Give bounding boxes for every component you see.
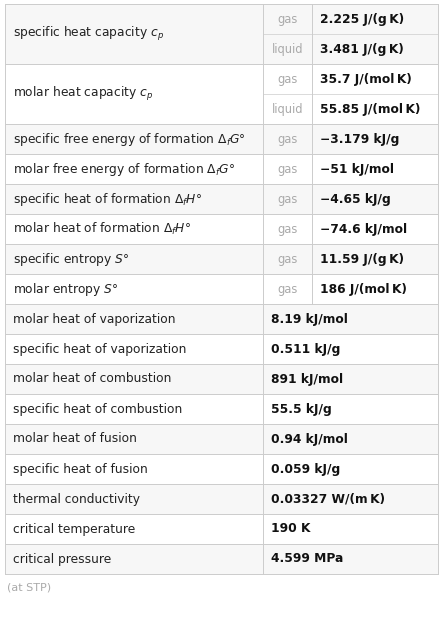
Text: liquid: liquid [272, 43, 303, 55]
Text: liquid: liquid [272, 103, 303, 115]
Bar [5, 514, 438, 544]
Text: gas: gas [277, 13, 298, 25]
Bar [5, 394, 438, 424]
Text: molar free energy of formation $\Delta_f G°$: molar free energy of formation $\Delta_f… [13, 161, 235, 178]
Text: −74.6 kJ/mol: −74.6 kJ/mol [320, 222, 408, 236]
Text: −4.65 kJ/g: −4.65 kJ/g [320, 192, 391, 206]
Bar [5, 334, 438, 364]
Bar [5, 274, 438, 304]
Text: gas: gas [277, 222, 298, 236]
Text: thermal conductivity: thermal conductivity [13, 492, 140, 506]
Text: 35.7 J/(mol K): 35.7 J/(mol K) [320, 73, 412, 85]
Bar [5, 124, 438, 154]
Text: specific heat of fusion: specific heat of fusion [13, 462, 148, 475]
Text: 4.599 MPa: 4.599 MPa [271, 552, 343, 566]
Text: molar heat of vaporization: molar heat of vaporization [13, 313, 175, 326]
Text: −51 kJ/mol: −51 kJ/mol [320, 162, 394, 176]
Text: 2.225 J/(g K): 2.225 J/(g K) [320, 13, 404, 25]
Text: gas: gas [277, 73, 298, 85]
Bar [5, 364, 438, 394]
Text: specific heat of vaporization: specific heat of vaporization [13, 343, 187, 355]
Bar [5, 214, 438, 244]
Text: molar entropy $S°$: molar entropy $S°$ [13, 280, 118, 297]
Text: 3.481 J/(g K): 3.481 J/(g K) [320, 43, 404, 55]
Bar [5, 484, 438, 514]
Text: 190 K: 190 K [271, 522, 310, 536]
Text: 0.94 kJ/mol: 0.94 kJ/mol [271, 433, 347, 445]
Text: specific free energy of formation $\Delta_f G°$: specific free energy of formation $\Delt… [13, 131, 246, 148]
Text: gas: gas [277, 282, 298, 296]
Text: −3.179 kJ/g: −3.179 kJ/g [320, 132, 400, 145]
Text: 186 J/(mol K): 186 J/(mol K) [320, 282, 407, 296]
Bar [5, 4, 438, 64]
Bar [5, 304, 438, 334]
Text: specific heat of formation $\Delta_f H°$: specific heat of formation $\Delta_f H°$ [13, 190, 202, 208]
Bar [5, 544, 438, 574]
Text: molar heat of fusion: molar heat of fusion [13, 433, 137, 445]
Text: 0.059 kJ/g: 0.059 kJ/g [271, 462, 340, 475]
Text: gas: gas [277, 132, 298, 145]
Bar [5, 64, 438, 124]
Bar [5, 154, 438, 184]
Text: molar heat capacity $c_p$: molar heat capacity $c_p$ [13, 85, 153, 103]
Text: 0.511 kJ/g: 0.511 kJ/g [271, 343, 340, 355]
Bar [5, 184, 438, 214]
Text: gas: gas [277, 252, 298, 266]
Text: specific heat of combustion: specific heat of combustion [13, 403, 182, 415]
Bar [5, 424, 438, 454]
Text: 8.19 kJ/mol: 8.19 kJ/mol [271, 313, 347, 326]
Text: molar heat of formation $\Delta_f H°$: molar heat of formation $\Delta_f H°$ [13, 221, 191, 237]
Text: gas: gas [277, 162, 298, 176]
Bar [5, 454, 438, 484]
Text: specific heat capacity $c_p$: specific heat capacity $c_p$ [13, 25, 164, 43]
Text: (at STP): (at STP) [7, 582, 51, 592]
Text: 11.59 J/(g K): 11.59 J/(g K) [320, 252, 404, 266]
Text: critical pressure: critical pressure [13, 552, 111, 566]
Bar [5, 244, 438, 274]
Text: 0.03327 W/(m K): 0.03327 W/(m K) [271, 492, 385, 506]
Text: 891 kJ/mol: 891 kJ/mol [271, 373, 343, 385]
Text: 55.5 kJ/g: 55.5 kJ/g [271, 403, 331, 415]
Text: gas: gas [277, 192, 298, 206]
Text: 55.85 J/(mol K): 55.85 J/(mol K) [320, 103, 421, 115]
Text: molar heat of combustion: molar heat of combustion [13, 373, 171, 385]
Text: critical temperature: critical temperature [13, 522, 135, 536]
Text: specific entropy $S°$: specific entropy $S°$ [13, 250, 129, 268]
